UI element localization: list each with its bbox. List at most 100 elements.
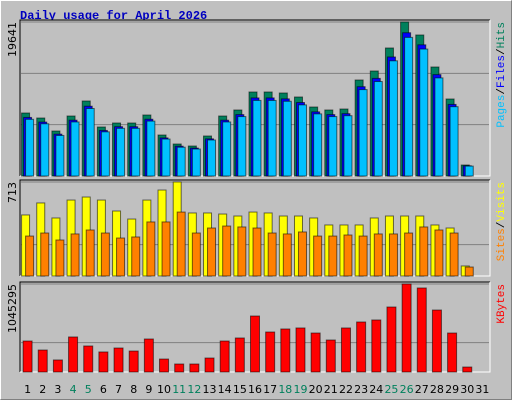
bar (146, 120, 156, 177)
bar (434, 77, 444, 177)
x-tick-label: 8 (130, 383, 137, 396)
y-tick-label: 19641 (6, 22, 19, 57)
bar (449, 106, 459, 177)
bar (282, 233, 292, 277)
bar (297, 104, 307, 177)
x-tick-label: 22 (339, 383, 353, 396)
bar (189, 363, 200, 373)
bar (219, 340, 230, 373)
x-tick-label: 9 (145, 383, 152, 396)
x-tick-label: 28 (430, 383, 444, 396)
bar (358, 89, 368, 177)
x-tick-label: 26 (400, 383, 414, 396)
x-tick-label: 14 (218, 383, 232, 396)
bar (237, 116, 247, 177)
bar (222, 121, 232, 177)
bar (358, 235, 368, 277)
x-tick-label: 12 (187, 383, 201, 396)
bar (401, 283, 412, 373)
bar (388, 233, 398, 277)
bar (404, 36, 414, 177)
bar (373, 81, 383, 177)
bar (116, 127, 126, 177)
bar (113, 347, 124, 373)
bar (207, 139, 217, 177)
bar (98, 351, 109, 373)
bar (174, 363, 185, 373)
bar (37, 349, 48, 373)
x-tick-label: 2 (39, 383, 46, 396)
x-tick-label: 17 (263, 383, 277, 396)
bar (146, 221, 156, 277)
legend-entry: Sites (496, 228, 508, 261)
legend: KBytes (496, 284, 508, 324)
x-tick-label: 7 (115, 383, 122, 396)
bar (371, 319, 382, 373)
bar (131, 127, 141, 177)
bar (70, 233, 80, 277)
bar (447, 332, 458, 373)
x-tick-label: 10 (157, 383, 171, 396)
bar (52, 359, 63, 373)
bar (250, 315, 260, 373)
legend-entry: Hits (496, 22, 508, 48)
bar (404, 232, 414, 277)
x-tick-label: 15 (233, 383, 247, 396)
bar (234, 337, 245, 373)
bar (70, 121, 80, 177)
bar (462, 366, 473, 373)
legend-separator: / (496, 88, 508, 95)
y-tick-label: 713 (6, 182, 19, 203)
x-tick-label: 29 (445, 383, 459, 396)
bar (386, 306, 397, 373)
bar (343, 115, 353, 177)
bar (191, 232, 201, 277)
x-tick-label: 1 (24, 383, 31, 396)
bar (83, 345, 94, 373)
bar (419, 48, 429, 177)
bar (100, 131, 110, 177)
bar (252, 227, 262, 277)
legend-entry: Visits (496, 182, 508, 222)
x-tick-label: 27 (415, 383, 429, 396)
panel-border-dark (19, 281, 490, 372)
x-tick-label: 5 (85, 383, 92, 396)
bar (40, 123, 50, 177)
y-tick-label: 1045295 (6, 284, 19, 333)
x-tick-label: 24 (369, 383, 383, 396)
bar (131, 236, 141, 277)
bar (159, 358, 170, 373)
bar (116, 237, 126, 277)
bar (431, 309, 442, 373)
panel-border-dark (19, 19, 490, 176)
bar (267, 99, 277, 177)
x-tick-label: 4 (70, 383, 77, 396)
bar (419, 226, 429, 277)
panel-border-dark (19, 179, 490, 276)
bar (128, 350, 139, 373)
bar (85, 107, 95, 177)
legend: Sites/Visits (496, 182, 508, 261)
bar (55, 239, 65, 277)
bar (313, 113, 323, 177)
bar (464, 165, 474, 177)
x-tick-label: 18 (278, 383, 292, 396)
bar (297, 231, 307, 277)
bar (100, 232, 110, 277)
x-tick-label: 3 (54, 383, 61, 396)
x-tick-label: 6 (100, 383, 107, 396)
bar (388, 60, 398, 177)
bar (204, 357, 215, 373)
x-tick-label: 19 (293, 383, 307, 396)
legend-entry: Pages (496, 95, 508, 128)
bar (328, 116, 338, 177)
x-tick-label: 21 (324, 383, 338, 396)
bar (207, 227, 217, 277)
x-tick-label: 25 (384, 383, 398, 396)
bar (25, 118, 35, 177)
bar (434, 229, 444, 277)
bar (22, 340, 33, 373)
bar (313, 235, 323, 277)
